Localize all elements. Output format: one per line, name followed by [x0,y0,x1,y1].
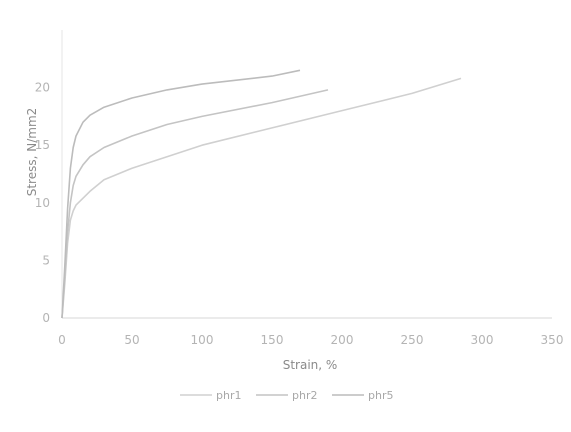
x-tick-label: 100 [191,333,214,347]
x-tick-label: 300 [471,333,494,347]
y-axis-title: Stress, N/mm2 [25,108,39,197]
legend-label-phr1: phr1 [216,389,241,402]
legend-label-phr5: phr5 [368,389,393,402]
x-tick-label: 350 [541,333,564,347]
y-tick-label: 15 [35,138,50,152]
y-tick-labels: 0 5 10 15 20 [35,81,50,325]
x-tick-label: 250 [401,333,424,347]
legend: phr1 phr2 phr5 [180,389,393,402]
x-tick-label: 200 [331,333,354,347]
series-line-phr5 [61,69,301,319]
x-tick-labels: 0 50 100 150 200 250 300 350 [58,333,563,347]
y-tick-label: 5 [42,253,50,267]
x-tick-label: 0 [58,333,66,347]
x-tick-label: 50 [124,333,139,347]
x-axis-title: Strain, % [283,358,338,372]
plot-area [61,30,552,319]
legend-label-phr2: phr2 [292,389,317,402]
y-tick-label: 0 [42,311,50,325]
series-line-phr1 [61,77,462,319]
series-layer [61,69,462,319]
y-tick-label: 10 [35,196,50,210]
y-tick-label: 20 [35,81,50,95]
x-tick-label: 150 [261,333,284,347]
series-line-phr2 [61,89,329,319]
